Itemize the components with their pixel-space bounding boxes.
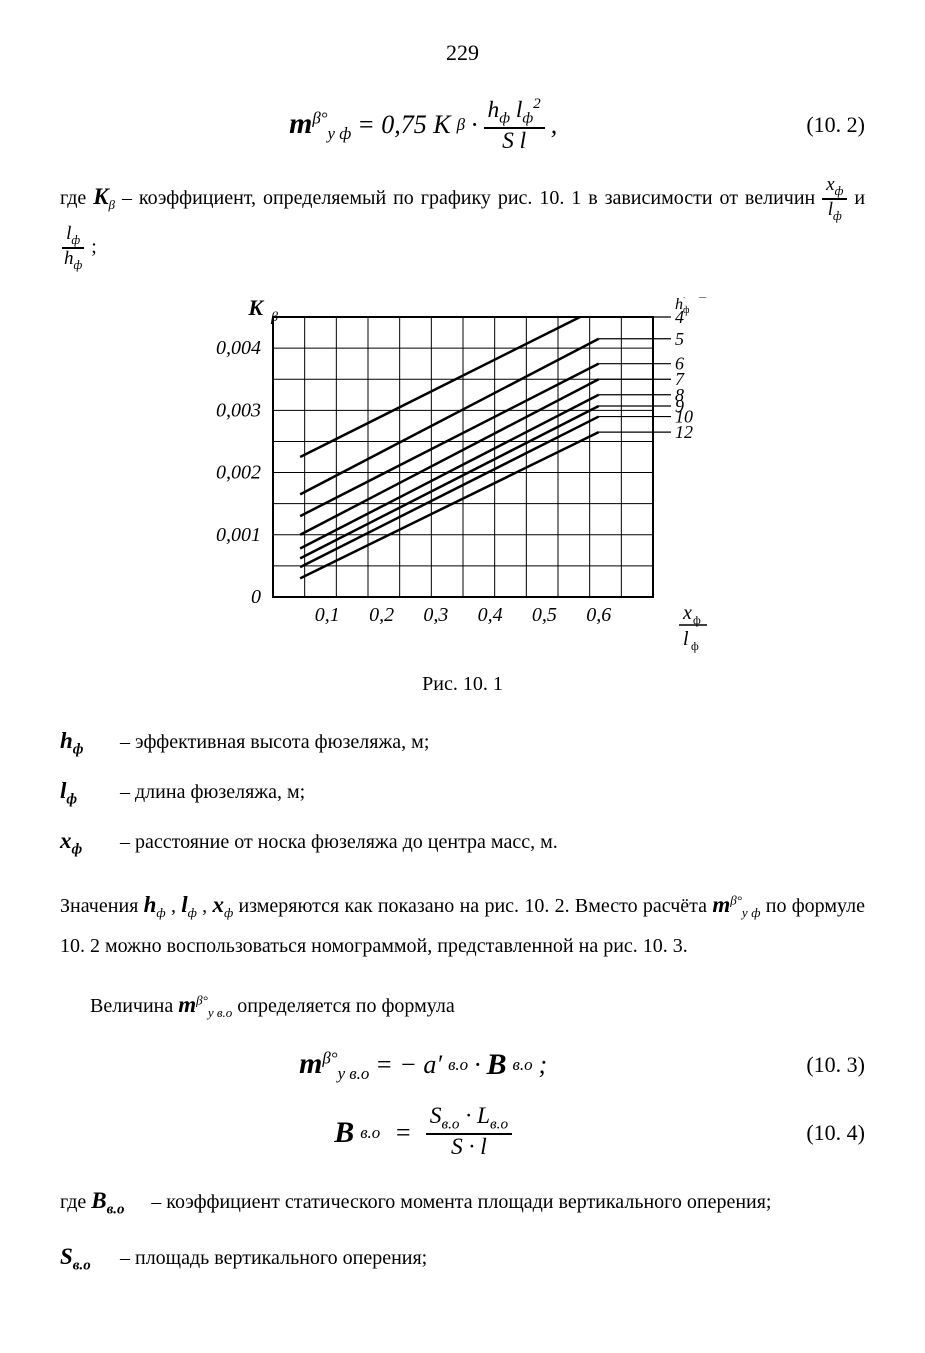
- eq-number-10-2: (10. 2): [806, 112, 865, 138]
- svg-text:12: 12: [675, 423, 693, 443]
- svg-text:0,001: 0,001: [216, 524, 261, 546]
- svg-text:0,3: 0,3: [423, 604, 448, 626]
- equation-10-4: Bв.о = Sв.о · Lв.о S · l (10. 4): [60, 1104, 865, 1161]
- svg-text:0,6: 0,6: [586, 604, 611, 626]
- svg-text:0,1: 0,1: [314, 604, 339, 626]
- svg-text:0,5: 0,5: [531, 604, 556, 626]
- page-number: 229: [60, 40, 865, 66]
- definitions-list: hф – эффективная высота фюзеляжа, м; lф –…: [60, 721, 865, 863]
- definition-item: xф – расстояние от носка фюзеляжа до цен…: [60, 821, 865, 863]
- svg-text:0,2: 0,2: [369, 604, 394, 626]
- eq-number-10-3: (10. 3): [806, 1052, 865, 1078]
- para-measurements: Значения hф , lф , xф измеряются как пок…: [60, 883, 865, 965]
- where-item: где Bв.о – коэффициент статического моме…: [60, 1181, 865, 1223]
- equation-10-2: mβ°y ф = 0,75 Kβ · hф lф2 S l , (10. 2): [60, 96, 865, 155]
- svg-text:ф: ф: [691, 639, 699, 653]
- chart-kbeta: 4lфhф=56789101200,0010,0020,0030,0040,10…: [183, 297, 743, 696]
- svg-text:0: 0: [251, 586, 261, 608]
- svg-text:K: K: [247, 297, 264, 320]
- svg-text:=: =: [697, 297, 708, 305]
- chart-svg: 4lфhф=56789101200,0010,0020,0030,0040,10…: [183, 297, 743, 657]
- para-velichina: Величина mβ°y в.о определяется по формул…: [60, 983, 865, 1027]
- svg-text:0,4: 0,4: [477, 604, 502, 626]
- svg-text:0,003: 0,003: [216, 400, 261, 422]
- svg-text:0,002: 0,002: [216, 462, 261, 484]
- svg-text:h: h: [675, 297, 683, 313]
- svg-text:β: β: [270, 310, 278, 325]
- where-item: Sв.о – площадь вертикального оперения;: [60, 1237, 865, 1279]
- para-kbeta-def: где Kβ – коэффициент, определяемый по гр…: [60, 175, 865, 273]
- svg-text:x: x: [682, 602, 692, 624]
- svg-text:5: 5: [675, 329, 684, 349]
- definition-item: lф – длина фюзеляжа, м;: [60, 771, 865, 813]
- svg-text:0,004: 0,004: [216, 338, 261, 360]
- svg-text:ф: ф: [683, 305, 690, 316]
- where-block: где Bв.о – коэффициент статического моме…: [60, 1181, 865, 1279]
- chart-caption: Рис. 10. 1: [183, 673, 743, 696]
- svg-text:l: l: [683, 628, 689, 650]
- definition-item: hф – эффективная высота фюзеляжа, м;: [60, 721, 865, 763]
- eq-number-10-4: (10. 4): [806, 1120, 865, 1146]
- equation-10-3: mβ°y в.о = − a′в.о · Bв.о ; (10. 3): [60, 1047, 865, 1084]
